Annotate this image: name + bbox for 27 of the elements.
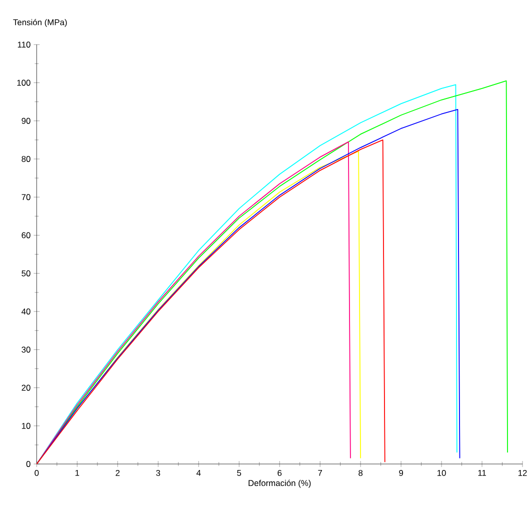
y-tick-label: 40 [22, 308, 30, 315]
x-tick-label: 1 [75, 470, 80, 476]
y-tick-label: 0 [26, 461, 30, 468]
x-tick-label: 5 [237, 470, 242, 476]
y-tick-label: 110 [18, 42, 30, 48]
x-tick-label: 12 [518, 470, 527, 476]
x-tick-label: 10 [437, 470, 446, 476]
y-axis-title: Tensión (MPa) [13, 19, 67, 28]
y-tick-label: 80 [22, 156, 30, 162]
y-tick-label: 60 [22, 232, 30, 238]
y-tick-label: 50 [22, 270, 30, 277]
y-tick-label: 20 [22, 384, 30, 391]
x-axis-title: Deformación (%) [248, 480, 311, 488]
x-tick-label: 3 [156, 470, 160, 476]
x-tick-label: 7 [318, 470, 322, 476]
y-tick-label: 30 [22, 346, 30, 353]
x-tick-label: 11 [478, 470, 486, 476]
x-tick-label: 6 [278, 470, 282, 476]
y-tick-label: 10 [22, 423, 30, 430]
y-tick-label: 70 [22, 194, 30, 200]
x-tick-label: 9 [399, 470, 403, 476]
y-tick-label: 100 [17, 80, 30, 86]
y-tick-label: 90 [22, 118, 30, 124]
x-tick-label: 2 [116, 470, 120, 476]
x-tick-label: 4 [196, 470, 201, 476]
x-tick-label: 0 [34, 470, 39, 476]
x-tick-label: 8 [358, 470, 363, 476]
